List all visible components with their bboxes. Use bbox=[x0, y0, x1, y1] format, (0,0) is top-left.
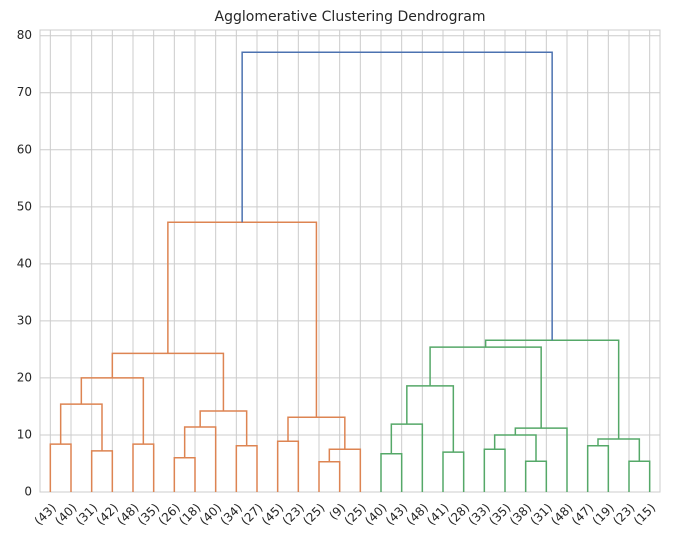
link bbox=[493, 434, 537, 462]
y-tick-label: 60 bbox=[17, 142, 32, 156]
y-tick-label: 50 bbox=[17, 199, 32, 213]
leaf-label: (25) bbox=[300, 501, 327, 528]
y-tick-label: 0 bbox=[24, 485, 32, 499]
link bbox=[328, 448, 362, 492]
link bbox=[132, 443, 155, 492]
link bbox=[628, 460, 651, 492]
link bbox=[429, 346, 542, 429]
link bbox=[514, 427, 568, 492]
link bbox=[390, 423, 424, 492]
link bbox=[90, 450, 114, 492]
y-tick-label: 40 bbox=[17, 256, 32, 270]
link bbox=[59, 403, 103, 451]
link bbox=[167, 221, 318, 418]
link bbox=[49, 443, 72, 492]
plot-frame bbox=[39, 29, 661, 493]
link bbox=[318, 461, 341, 492]
link bbox=[406, 385, 455, 453]
link bbox=[524, 460, 548, 492]
link bbox=[241, 51, 553, 341]
link bbox=[483, 448, 506, 492]
link bbox=[111, 352, 225, 412]
link bbox=[276, 440, 300, 492]
y-tick-label: 30 bbox=[17, 313, 32, 327]
y-tick-label: 20 bbox=[17, 370, 32, 384]
link bbox=[80, 377, 145, 445]
link bbox=[173, 457, 196, 492]
link bbox=[235, 445, 258, 492]
link bbox=[199, 410, 248, 446]
link bbox=[484, 339, 620, 439]
y-tick-label: 80 bbox=[17, 28, 32, 42]
link bbox=[442, 451, 465, 492]
link bbox=[380, 453, 403, 492]
y-tick-label: 10 bbox=[17, 427, 32, 441]
link bbox=[287, 416, 346, 450]
chart-title: Agglomerative Clustering Dendrogram bbox=[215, 9, 486, 25]
leaf-label: (15) bbox=[631, 501, 658, 528]
link bbox=[597, 438, 641, 462]
y-tick-label: 70 bbox=[17, 85, 32, 99]
link bbox=[586, 445, 610, 492]
link bbox=[183, 426, 217, 492]
